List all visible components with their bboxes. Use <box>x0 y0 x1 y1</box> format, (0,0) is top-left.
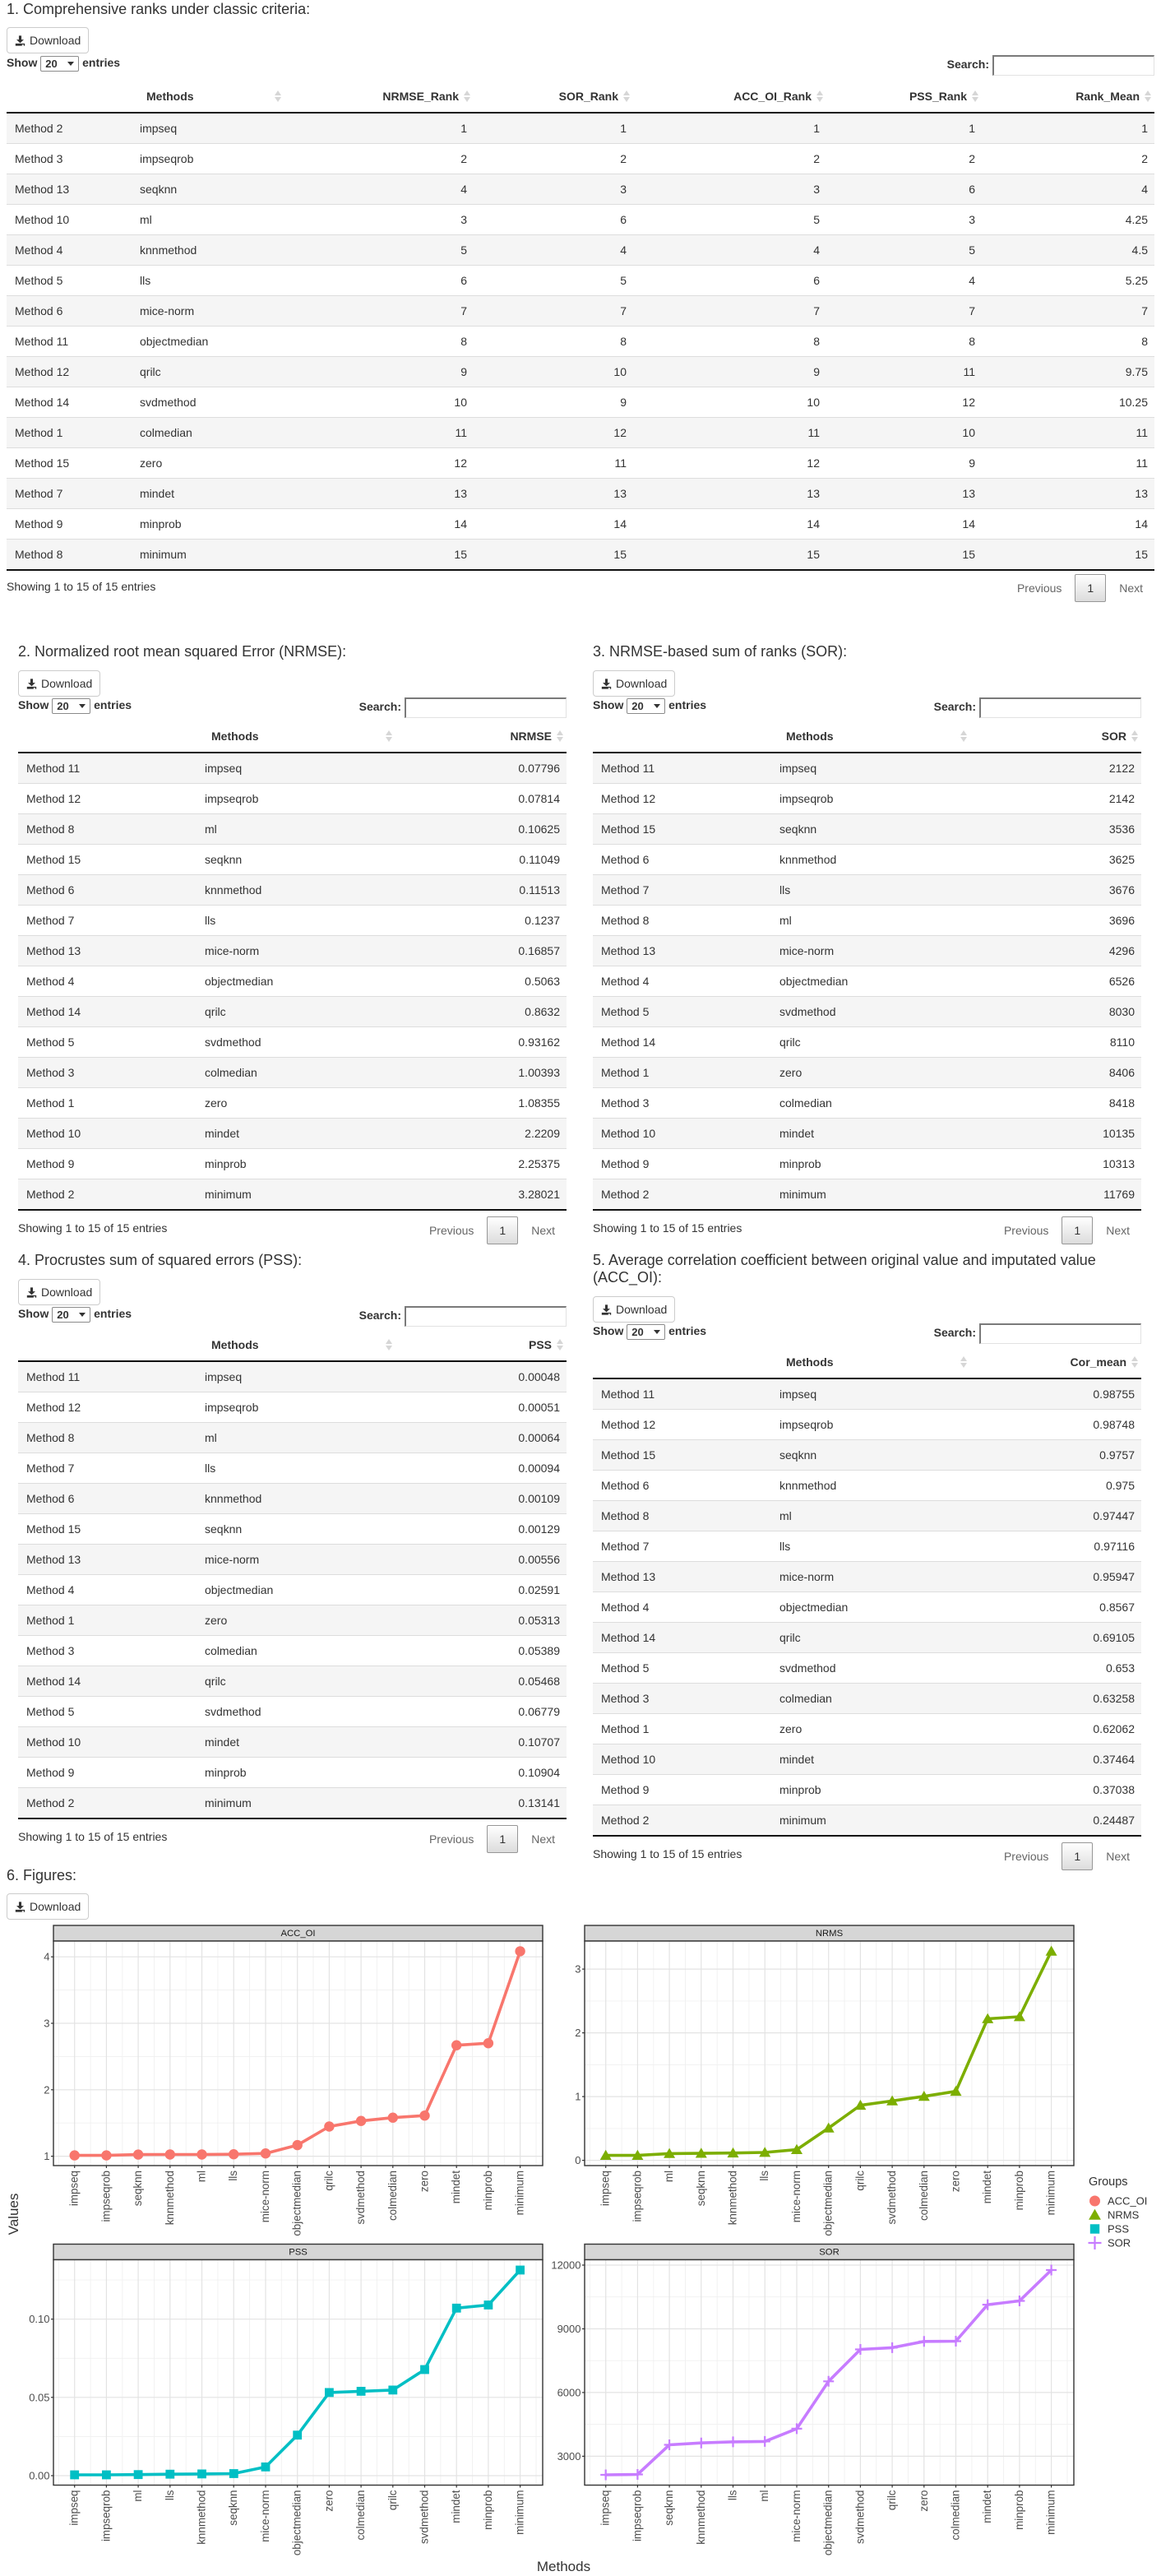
svg-text:PSS: PSS <box>289 2248 308 2258</box>
svg-text:minimum: minimum <box>514 2171 526 2215</box>
svg-text:3000: 3000 <box>557 2450 581 2462</box>
svg-text:mindet: mindet <box>981 2490 993 2523</box>
svg-text:colmedian: colmedian <box>950 2490 962 2541</box>
svg-text:PSS: PSS <box>1108 2223 1129 2235</box>
svg-text:ml: ml <box>758 2490 770 2501</box>
svg-text:seqknn: seqknn <box>695 2171 707 2206</box>
svg-text:minimum: minimum <box>1045 2490 1057 2535</box>
svg-text:Methods: Methods <box>537 2559 590 2574</box>
svg-text:knnmethod: knnmethod <box>196 2490 208 2545</box>
svg-text:zero: zero <box>322 2490 335 2512</box>
svg-text:knnmethod: knnmethod <box>727 2171 739 2225</box>
svg-text:minprob: minprob <box>482 2490 494 2530</box>
svg-text:qrilc: qrilc <box>853 2171 866 2191</box>
svg-text:lls: lls <box>758 2171 770 2181</box>
svg-text:3: 3 <box>575 1963 580 1976</box>
svg-text:objectmedian: objectmedian <box>822 2171 835 2236</box>
svg-text:mindet: mindet <box>981 2171 993 2203</box>
svg-text:zero: zero <box>950 2171 962 2192</box>
svg-text:1: 1 <box>575 2091 580 2103</box>
svg-text:seqknn: seqknn <box>227 2490 239 2526</box>
svg-text:impseqrob: impseqrob <box>99 2171 112 2222</box>
svg-text:qrilc: qrilc <box>322 2171 335 2191</box>
svg-text:impseq: impseq <box>599 2171 612 2206</box>
svg-text:minprob: minprob <box>1013 2490 1025 2530</box>
svg-text:NRMS: NRMS <box>1108 2209 1140 2222</box>
svg-text:0.05: 0.05 <box>29 2391 49 2403</box>
svg-text:mindet: mindet <box>450 2490 462 2523</box>
svg-text:impseq: impseq <box>68 2171 81 2206</box>
svg-text:minprob: minprob <box>1013 2171 1025 2210</box>
svg-text:Groups: Groups <box>1089 2175 1128 2189</box>
svg-text:svdmethod: svdmethod <box>853 2490 866 2545</box>
svg-text:2: 2 <box>575 2027 580 2039</box>
svg-text:impseqrob: impseqrob <box>631 2171 643 2222</box>
svg-text:0.10: 0.10 <box>29 2313 49 2325</box>
svg-text:6000: 6000 <box>557 2386 581 2398</box>
svg-text:SOR: SOR <box>1108 2237 1131 2249</box>
svg-text:knnmethod: knnmethod <box>164 2171 176 2225</box>
svg-text:seqknn: seqknn <box>663 2490 675 2526</box>
svg-text:colmedian: colmedian <box>918 2171 930 2221</box>
svg-text:NRMS: NRMS <box>816 1929 844 1939</box>
svg-text:9000: 9000 <box>557 2323 581 2335</box>
svg-text:mice-norm: mice-norm <box>259 2490 271 2542</box>
svg-text:lls: lls <box>164 2490 176 2500</box>
svg-text:qrilc: qrilc <box>386 2490 399 2510</box>
svg-text:knnmethod: knnmethod <box>695 2490 707 2545</box>
svg-text:objectmedian: objectmedian <box>291 2490 303 2556</box>
svg-text:mice-norm: mice-norm <box>790 2490 803 2542</box>
svg-text:ml: ml <box>196 2171 208 2182</box>
svg-text:zero: zero <box>918 2490 930 2512</box>
svg-text:svdmethod: svdmethod <box>354 2171 367 2225</box>
svg-text:minimum: minimum <box>514 2490 526 2535</box>
svg-text:zero: zero <box>419 2171 431 2192</box>
svg-text:1: 1 <box>44 2150 49 2162</box>
svg-text:SOR: SOR <box>819 2248 839 2258</box>
svg-text:mindet: mindet <box>450 2171 462 2203</box>
svg-text:impseq: impseq <box>599 2490 612 2526</box>
svg-text:4: 4 <box>44 1951 49 1963</box>
svg-text:ml: ml <box>663 2171 675 2182</box>
svg-text:3: 3 <box>44 2018 49 2030</box>
svg-text:svdmethod: svdmethod <box>886 2171 898 2225</box>
svg-text:2: 2 <box>44 2083 49 2096</box>
svg-text:ml: ml <box>132 2490 144 2501</box>
svg-text:0.00: 0.00 <box>29 2470 49 2482</box>
svg-text:impseqrob: impseqrob <box>631 2490 643 2542</box>
svg-text:objectmedian: objectmedian <box>822 2490 835 2556</box>
svg-text:qrilc: qrilc <box>886 2490 898 2510</box>
svg-text:colmedian: colmedian <box>354 2490 367 2541</box>
svg-text:12000: 12000 <box>551 2259 580 2272</box>
svg-text:mice-norm: mice-norm <box>790 2171 803 2222</box>
svg-text:lls: lls <box>227 2171 239 2181</box>
svg-text:objectmedian: objectmedian <box>291 2171 303 2236</box>
svg-text:lls: lls <box>727 2490 739 2500</box>
svg-text:mice-norm: mice-norm <box>259 2171 271 2222</box>
svg-text:impseq: impseq <box>68 2490 81 2526</box>
svg-text:svdmethod: svdmethod <box>419 2490 431 2545</box>
svg-text:ACC_OI: ACC_OI <box>280 1929 315 1939</box>
svg-text:0: 0 <box>575 2154 580 2166</box>
svg-text:Values: Values <box>6 2194 21 2235</box>
svg-text:seqknn: seqknn <box>132 2171 144 2206</box>
svg-text:impseqrob: impseqrob <box>99 2490 112 2542</box>
svg-text:colmedian: colmedian <box>386 2171 399 2221</box>
svg-text:minimum: minimum <box>1045 2171 1057 2215</box>
svg-text:ACC_OI: ACC_OI <box>1108 2195 1147 2208</box>
svg-text:minprob: minprob <box>482 2171 494 2210</box>
